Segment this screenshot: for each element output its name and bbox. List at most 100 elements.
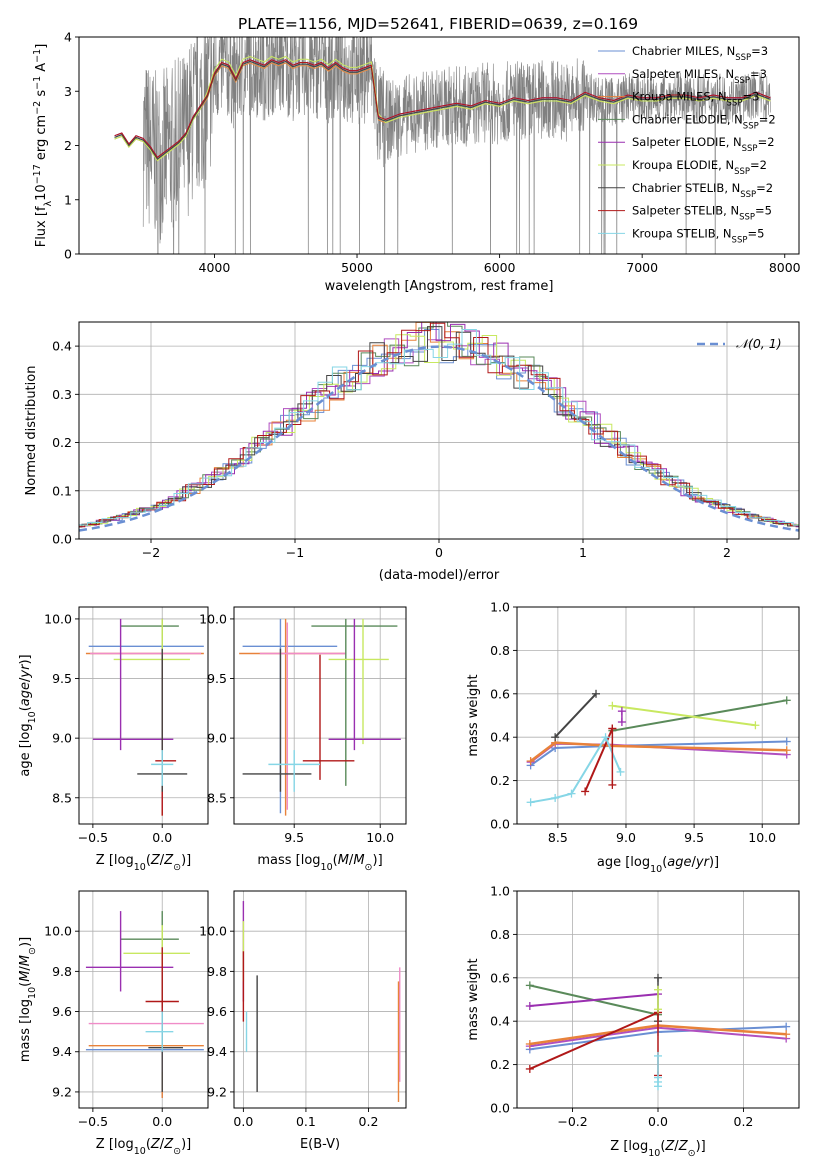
legend-entry: Chabrier ELODIE, NSSP=2 xyxy=(632,112,776,131)
series-line-salpeter_stelib xyxy=(584,728,614,792)
y-tick-label: 2 xyxy=(64,138,72,153)
x-tick-label: 1 xyxy=(579,545,587,560)
residual-histogram-chabrier_stelib xyxy=(79,326,799,528)
model-spectrum-chabrier_stelib xyxy=(114,60,771,160)
x-tick-label: 0.2 xyxy=(359,1114,379,1129)
x-tick-label: −2 xyxy=(142,545,160,560)
y-tick-label: 0.4 xyxy=(490,730,510,745)
y-tick-label: 0.4 xyxy=(52,339,72,354)
age-mass-xlabel: mass [log10(M/M⊙)] xyxy=(257,853,382,873)
legend-entry: Kroupa STELIB, NSSP=5 xyxy=(632,226,764,245)
series-line-kroupa_miles xyxy=(529,741,787,763)
legend-entry: Kroupa ELODIE, NSSP=2 xyxy=(632,158,767,177)
y-tick-label: 9.5 xyxy=(207,671,227,686)
spectrum-plot xyxy=(114,37,771,254)
weight-z-xlabel: Z [log10(Z/Z⊙)] xyxy=(610,1139,705,1159)
residual-xlabel: (data-model)/error xyxy=(379,568,500,583)
series-line-salpeter_elodie xyxy=(529,993,659,1007)
y-tick-label: 9.6 xyxy=(52,1004,72,1019)
x-tick-label: −0.2 xyxy=(557,1114,587,1129)
weight_vs_age-plot xyxy=(526,689,791,807)
x-tick-label: 0.2 xyxy=(734,1114,754,1129)
x-tick-label: 4000 xyxy=(199,260,231,275)
y-tick-label: 0.3 xyxy=(52,387,72,402)
x-tick-label: 0 xyxy=(435,545,443,560)
age_vs_mass-plot xyxy=(239,618,401,816)
x-tick-label: 0.0 xyxy=(152,1114,172,1129)
figure-title: PLATE=1156, MJD=52641, FIBERID=0639, z=0… xyxy=(238,15,638,33)
y-tick-label: 9.2 xyxy=(207,1084,227,1099)
residual-histogram-salpeter_elodie xyxy=(79,322,799,528)
legend-entry: Chabrier STELIB, NSSP=2 xyxy=(632,181,773,200)
y-tick-label: 10.0 xyxy=(199,611,227,626)
series-line-kroupa_elodie xyxy=(612,704,756,727)
legend-entry: Salpeter MILES, NSSP=3 xyxy=(632,67,767,86)
y-tick-label: 8.5 xyxy=(207,790,227,805)
weight-z-ylabel: mass weight xyxy=(466,958,481,1040)
mass_vs_z-plot xyxy=(85,911,204,1098)
y-tick-label: 9.0 xyxy=(52,731,72,746)
normal-curve xyxy=(79,345,799,532)
y-tick-label: 1.0 xyxy=(490,884,510,899)
x-tick-label: −1 xyxy=(286,545,304,560)
residual-histogram-kroupa_stelib xyxy=(79,329,799,526)
series-line-chabrier_miles xyxy=(530,740,787,767)
x-tick-label: 2 xyxy=(723,545,731,560)
y-tick-label: 0.2 xyxy=(490,773,510,788)
residual-ylabel: Normed distribution xyxy=(24,366,39,496)
y-tick-label: 3 xyxy=(64,84,72,99)
residual-histogram-kroupa_elodie xyxy=(79,334,799,527)
legend-entry: Salpeter ELODIE, NSSP=2 xyxy=(632,135,775,154)
mass_vs_z-frame xyxy=(78,890,209,1109)
age-z-xlabel: Z [log10(Z/Z⊙)] xyxy=(96,853,191,873)
x-tick-label: 6000 xyxy=(484,260,516,275)
y-tick-label: 9.8 xyxy=(207,964,227,979)
y-tick-label: 10.0 xyxy=(44,611,72,626)
residual-plot xyxy=(79,322,799,532)
age_vs_mass-frame xyxy=(233,606,407,825)
series-line-chabrier_elodie xyxy=(612,699,787,732)
y-tick-label: 10.0 xyxy=(199,924,227,939)
x-tick-label: 8.5 xyxy=(548,830,568,845)
x-tick-label: 0.0 xyxy=(233,1114,253,1129)
mass-z-ylabel: mass [log10(M/M⊙)] xyxy=(18,937,38,1062)
legend-entry: Salpeter STELIB, NSSP=5 xyxy=(632,204,772,223)
y-tick-label: 1 xyxy=(64,192,72,207)
grid-layer xyxy=(79,322,799,1109)
weight-age-ylabel: mass weight xyxy=(466,674,481,756)
y-tick-label: 0.2 xyxy=(490,1057,510,1072)
y-tick-label: 0.6 xyxy=(490,686,510,701)
y-tick-label: 0.8 xyxy=(490,927,510,942)
x-tick-label: 10.0 xyxy=(366,830,394,845)
x-tick-label: 9.5 xyxy=(284,830,304,845)
y-tick-label: 9.4 xyxy=(52,1044,72,1059)
x-tick-label: 0.1 xyxy=(296,1114,316,1129)
x-tick-label: 8000 xyxy=(769,260,801,275)
mass_vs_ebv-plot xyxy=(242,901,401,1102)
series-line-salpeter_stelib xyxy=(529,1011,659,1070)
y-tick-label: 0.0 xyxy=(52,532,72,547)
x-tick-label: 9.0 xyxy=(616,830,636,845)
model-spectrum-kroupa_elodie xyxy=(114,55,771,162)
y-tick-label: 9.4 xyxy=(207,1044,227,1059)
y-tick-label: 1.0 xyxy=(490,600,510,615)
age_vs_z-plot xyxy=(85,618,204,816)
x-tick-label: 0.0 xyxy=(648,1114,668,1129)
legend-entry: Chabrier MILES, NSSP=3 xyxy=(632,44,768,63)
weight_vs_z-plot xyxy=(525,973,791,1091)
age_vs_z-frame xyxy=(78,606,209,825)
mass_vs_ebv-frame xyxy=(233,890,407,1109)
spectrum-ylabel: Flux [fλ10−17 erg cm−2 s−1 A−1] xyxy=(32,44,54,248)
normal-legend-label: 𝒩(0, 1) xyxy=(736,336,782,351)
axes-layer: 4000 5000 6000 7000 8000 0 1 2 3 4 wavelength [Ang… xyxy=(18,30,801,1159)
y-tick-label: 9.6 xyxy=(207,1004,227,1019)
y-tick-label: 0 xyxy=(64,247,72,262)
y-tick-label: 0.8 xyxy=(490,643,510,658)
y-tick-label: 0.0 xyxy=(490,817,510,832)
x-tick-label: 0.0 xyxy=(152,830,172,845)
x-tick-label: 10.0 xyxy=(748,830,776,845)
x-tick-label: 5000 xyxy=(341,260,373,275)
x-tick-label: −0.5 xyxy=(78,830,108,845)
mass-ebv-xlabel: E(B-V) xyxy=(300,1137,340,1152)
y-tick-label: 4 xyxy=(64,30,72,45)
